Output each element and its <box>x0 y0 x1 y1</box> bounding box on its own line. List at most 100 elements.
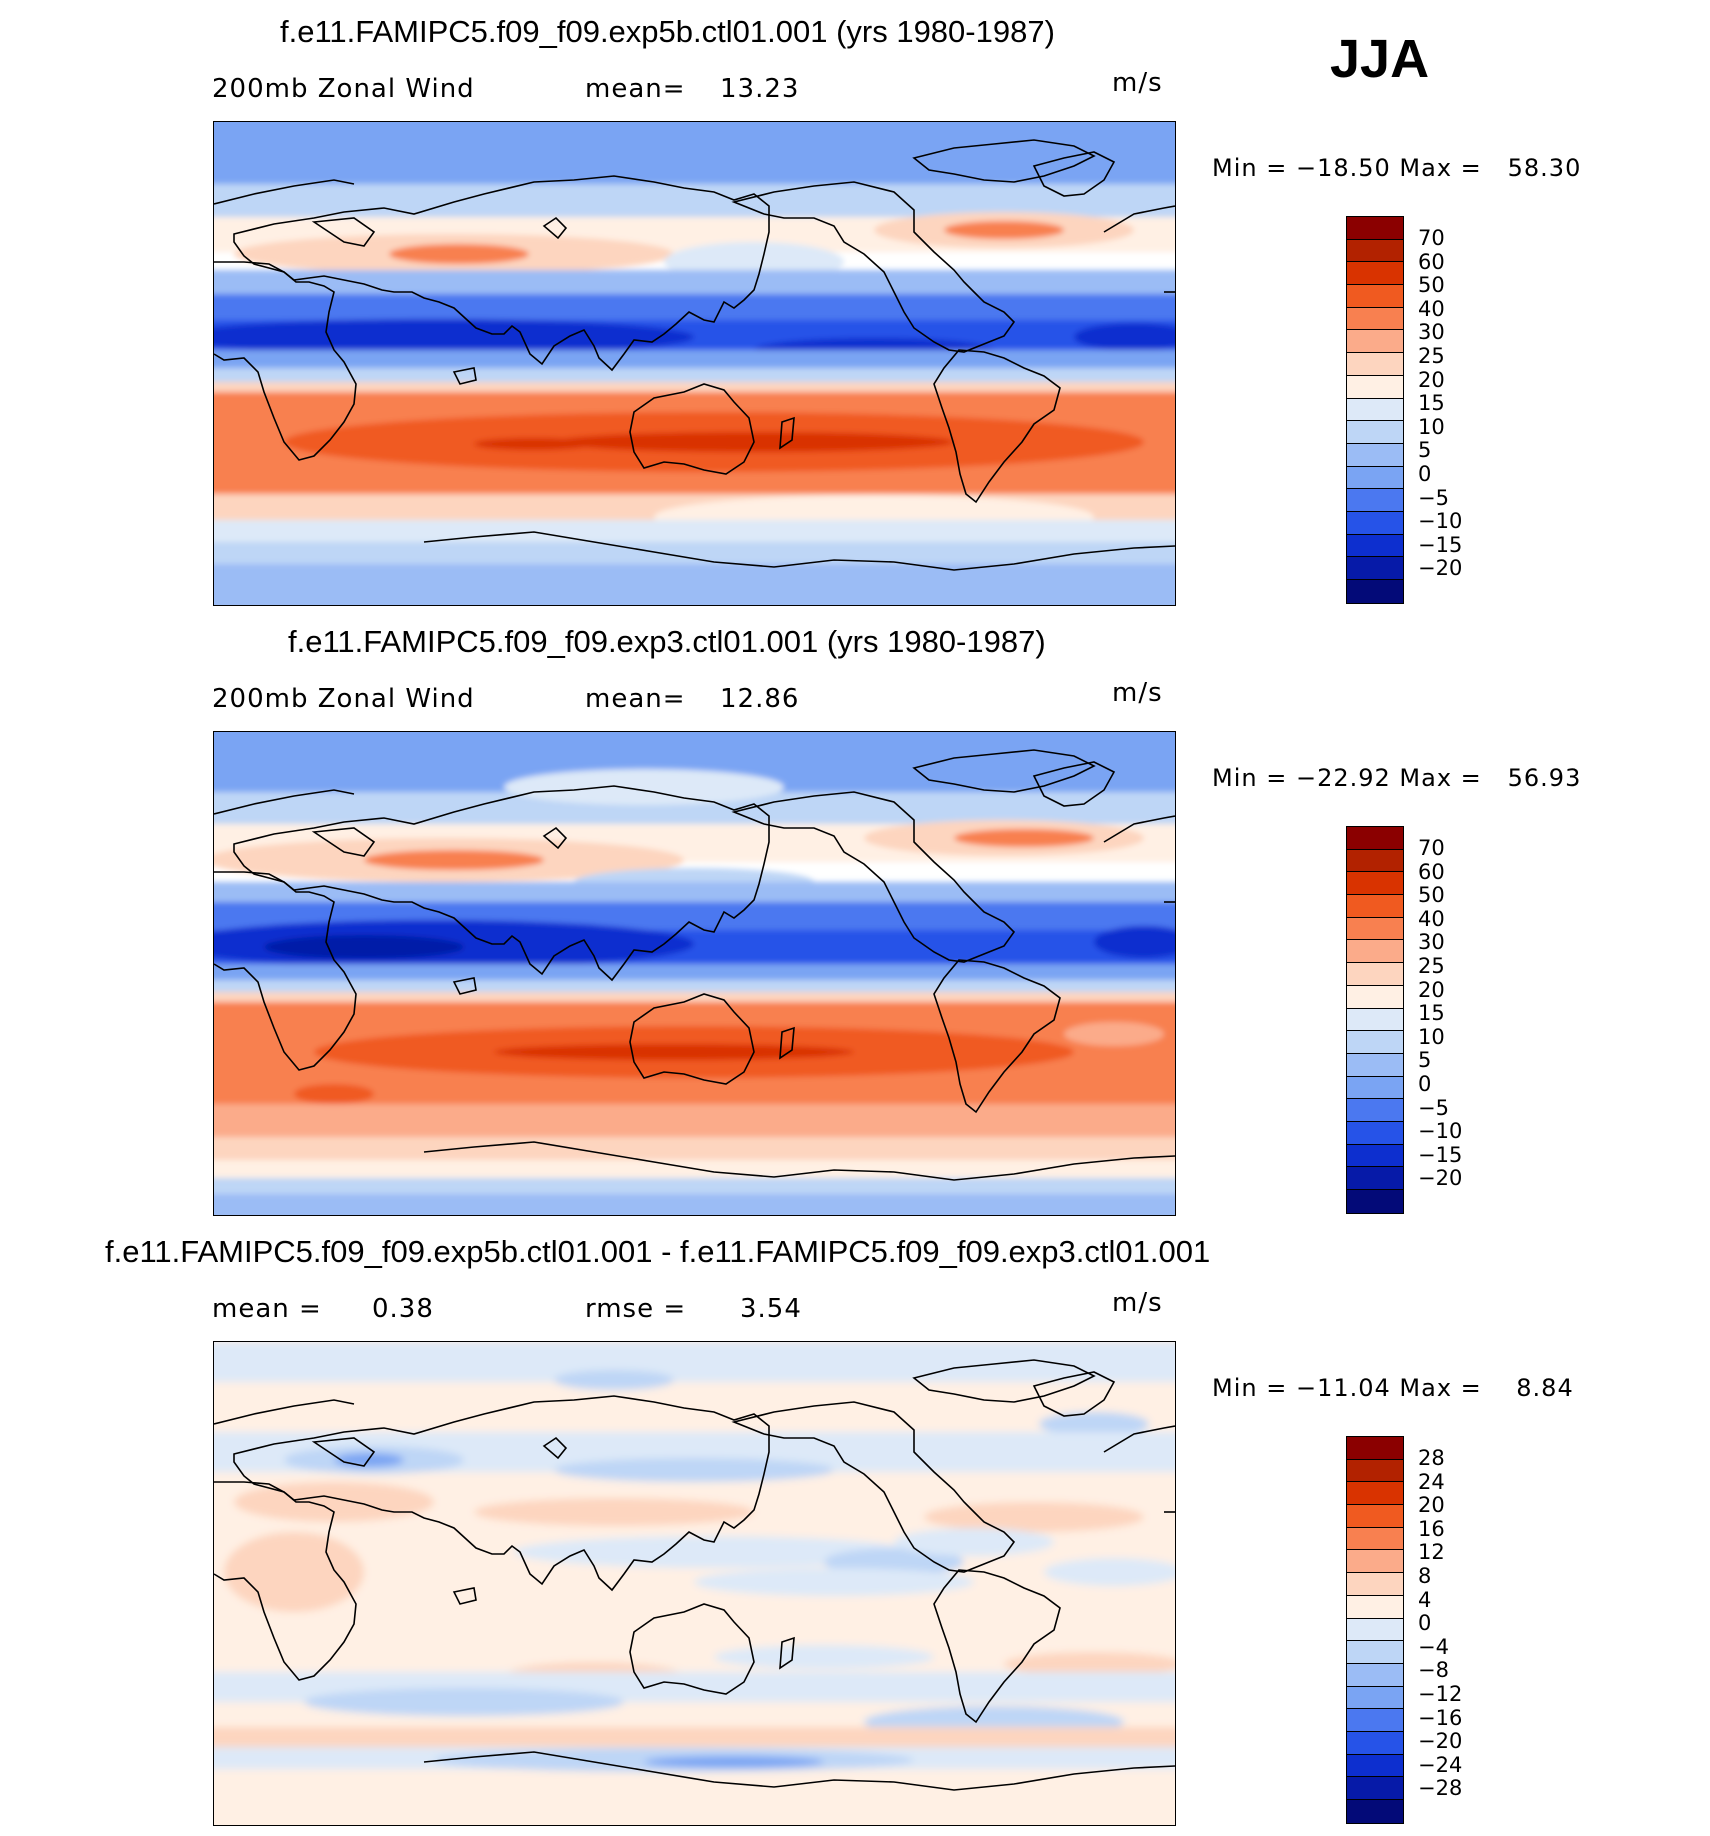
units-label: m/s <box>1112 678 1163 708</box>
colorbar-tick: 0 <box>1418 1072 1432 1096</box>
zonal-wind-map <box>213 121 1176 606</box>
colorbar-tick: 30 <box>1418 320 1445 345</box>
colorbar-swatch <box>1347 827 1403 850</box>
colorbar-tick: 60 <box>1418 249 1445 274</box>
colorbar-tick: −15 <box>1418 532 1463 557</box>
colorbar-tick: 5 <box>1418 1048 1432 1073</box>
field-label: 200mb Zonal Wind <box>212 74 475 104</box>
mean-label: mean= <box>585 74 686 104</box>
colorbar-swatch <box>1347 1709 1403 1732</box>
panel-title: f.e11.FAMIPC5.f09_f09.exp5b.ctl01.001 - … <box>105 1234 1211 1269</box>
colorbar-swatch <box>1347 285 1403 308</box>
units-label: m/s <box>1112 68 1163 98</box>
colorbar-swatch <box>1347 375 1403 399</box>
panel-title: f.e11.FAMIPC5.f09_f09.exp3.ctl01.001 (yr… <box>288 624 1046 659</box>
mean-value: 12.86 <box>720 684 800 714</box>
colorbar-tick: −10 <box>1418 509 1463 534</box>
colorbar-tick: 20 <box>1418 367 1445 392</box>
colorbar-swatch <box>1347 217 1403 240</box>
colorbar <box>1346 826 1404 1214</box>
colorbar-tick: 70 <box>1418 226 1445 250</box>
colorbar-tick: 40 <box>1418 906 1445 931</box>
colorbar-swatch <box>1347 421 1403 444</box>
colorbar-tick: 4 <box>1418 1587 1432 1612</box>
colorbar-swatch <box>1347 849 1403 873</box>
colorbar-tick: −5 <box>1418 485 1449 510</box>
colorbar-tick: 10 <box>1418 414 1445 439</box>
colorbar-swatch <box>1347 1076 1403 1100</box>
mean-label: mean = <box>212 1294 322 1324</box>
colorbar-swatch <box>1347 985 1403 1009</box>
colorbar-swatch <box>1347 239 1403 263</box>
colorbar-tick: 20 <box>1418 977 1445 1002</box>
colorbar-swatch <box>1347 1550 1403 1574</box>
zonal-wind-map <box>213 731 1176 1216</box>
colorbar-tick: −20 <box>1418 1729 1463 1754</box>
colorbar-swatch <box>1347 1686 1403 1710</box>
colorbar-swatch <box>1347 963 1403 986</box>
colorbar-swatch <box>1347 1482 1403 1506</box>
colorbar-swatch <box>1347 489 1403 512</box>
mean-label: mean= <box>585 684 686 714</box>
colorbar-swatch <box>1347 557 1403 580</box>
colorbar-tick: −20 <box>1418 1166 1463 1191</box>
colorbar-tick: −24 <box>1418 1752 1463 1777</box>
colorbar-swatch <box>1347 940 1403 964</box>
min-max-label: Min = −18.50 Max = 58.30 <box>1212 154 1582 182</box>
colorbar-tick: 16 <box>1418 1516 1445 1541</box>
colorbar-tick: 60 <box>1418 859 1445 884</box>
colorbar-swatch <box>1347 262 1403 286</box>
colorbar-swatch <box>1347 1595 1403 1619</box>
colorbar-tick: 12 <box>1418 1540 1445 1565</box>
colorbar-tick: −28 <box>1418 1776 1463 1801</box>
colorbar-tick: −12 <box>1418 1682 1463 1706</box>
colorbar-tick: −8 <box>1418 1658 1449 1683</box>
difference-map <box>213 1341 1176 1826</box>
field-label: 200mb Zonal Wind <box>212 684 475 714</box>
colorbar-tick: −20 <box>1418 556 1463 581</box>
colorbar-tick: 25 <box>1418 954 1445 978</box>
colorbar-swatch <box>1347 466 1403 490</box>
colorbar-tick: 24 <box>1418 1469 1445 1494</box>
colorbar-swatch <box>1347 353 1403 376</box>
colorbar-tick: 0 <box>1418 462 1432 486</box>
colorbar-tick: 8 <box>1418 1564 1432 1588</box>
colorbar-swatch <box>1347 1459 1403 1483</box>
colorbar-tick: 70 <box>1418 836 1445 860</box>
colorbar-tick: 50 <box>1418 883 1445 908</box>
colorbar <box>1346 216 1404 604</box>
colorbar-tick: −4 <box>1418 1634 1449 1659</box>
colorbar-tick: −10 <box>1418 1119 1463 1144</box>
colorbar-tick: −16 <box>1418 1705 1463 1730</box>
colorbar-tick: 15 <box>1418 391 1445 416</box>
colorbar-swatch <box>1347 443 1403 467</box>
colorbar-swatch <box>1347 534 1403 558</box>
colorbar-swatch <box>1347 1527 1403 1551</box>
colorbar-tick: 5 <box>1418 438 1432 463</box>
colorbar-swatch <box>1347 1121 1403 1145</box>
colorbar-swatch <box>1347 1663 1403 1687</box>
colorbar-swatch <box>1347 1144 1403 1168</box>
colorbar-swatch <box>1347 1641 1403 1664</box>
colorbar-swatch <box>1347 1031 1403 1054</box>
colorbar-tick: −5 <box>1418 1095 1449 1120</box>
units-label: m/s <box>1112 1288 1163 1318</box>
colorbar-swatch <box>1347 1437 1403 1460</box>
colorbar-swatch <box>1347 1800 1403 1823</box>
colorbar-tick: −15 <box>1418 1142 1463 1167</box>
colorbar-tick: 40 <box>1418 296 1445 321</box>
colorbar-swatch <box>1347 1754 1403 1778</box>
mean-value: 13.23 <box>720 74 800 104</box>
colorbar-swatch <box>1347 330 1403 354</box>
colorbar-swatch <box>1347 1573 1403 1596</box>
colorbar-swatch <box>1347 1731 1403 1755</box>
colorbar-swatch <box>1347 895 1403 918</box>
colorbar-tick: 25 <box>1418 344 1445 368</box>
colorbar-swatch <box>1347 1167 1403 1190</box>
colorbar-tick: 15 <box>1418 1001 1445 1026</box>
min-max-label: Min = −22.92 Max = 56.93 <box>1212 764 1582 792</box>
mean-value: 0.38 <box>372 1294 434 1324</box>
colorbar-swatch <box>1347 872 1403 896</box>
colorbar <box>1346 1436 1404 1824</box>
colorbar-tick: 20 <box>1418 1493 1445 1518</box>
